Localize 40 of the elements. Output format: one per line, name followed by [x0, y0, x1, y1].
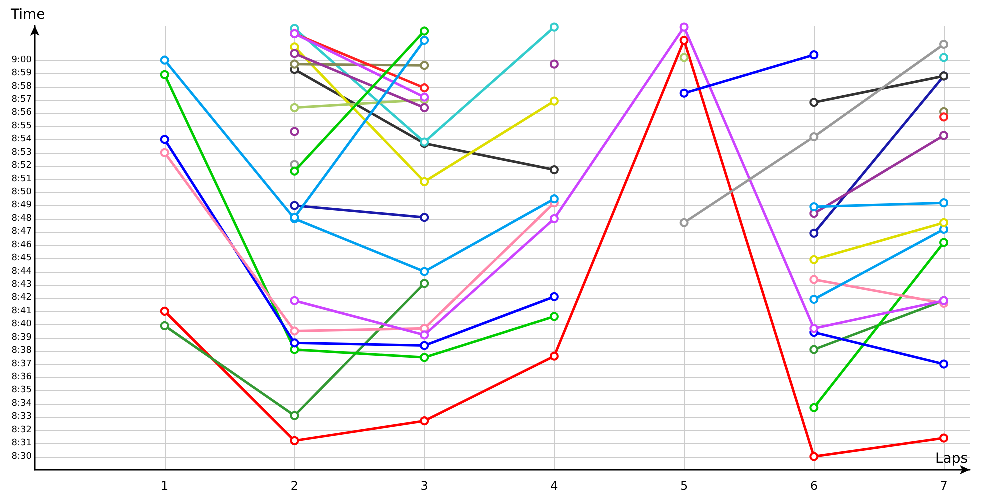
y-axis-title: Time — [10, 7, 46, 23]
y-tick-label: 8:31 — [12, 438, 32, 449]
y-tick-label: 8:40 — [12, 320, 32, 330]
y-tick-label: 8:56 — [12, 108, 32, 118]
y-tick-label: 8:36 — [12, 372, 32, 382]
y-tick-label: 8:55 — [12, 121, 32, 132]
x-tick-label: 7 — [940, 479, 948, 493]
y-tick-label: 8:37 — [12, 359, 32, 370]
y-tick-label: 8:38 — [12, 346, 32, 356]
y-tick-label: 9:00 — [12, 55, 32, 66]
x-axis-title: Laps — [935, 451, 968, 467]
y-tick-label: 8:49 — [12, 200, 32, 211]
y-tick-label: 8:43 — [12, 280, 32, 290]
y-tick-label: 8:30 — [12, 452, 32, 462]
x-tick-label: 5 — [680, 479, 688, 493]
y-tick-label: 8:50 — [12, 188, 32, 198]
y-tick-label: 8:33 — [12, 412, 32, 422]
y-tick-label: 8:34 — [12, 398, 32, 409]
y-tick-label: 8:44 — [12, 266, 32, 277]
y-tick-label: 8:48 — [12, 214, 32, 224]
y-tick-label: 8:46 — [12, 240, 32, 250]
y-tick-label: 8:53 — [12, 148, 32, 158]
y-tick-label: 8:42 — [12, 293, 32, 304]
y-tick-label: 8:45 — [12, 254, 32, 264]
y-tick-label: 8:57 — [12, 95, 32, 105]
y-tick-label: 8:47 — [12, 227, 32, 238]
y-tick-label: 8:54 — [12, 134, 32, 145]
x-tick-label: 6 — [810, 479, 818, 493]
x-tick-label: 4 — [550, 479, 558, 493]
y-tick-label: 8:51 — [12, 174, 32, 184]
x-tick-label: 2 — [290, 479, 299, 493]
y-tick-label: 8:35 — [12, 386, 32, 396]
y-tick-label: 8:59 — [12, 68, 32, 79]
y-tick-label: 8:39 — [12, 332, 32, 343]
x-tick-label: 1 — [161, 479, 169, 493]
y-tick-label: 8:41 — [12, 306, 32, 316]
y-tick-label: 8:32 — [12, 425, 32, 436]
y-tick-label: 8:58 — [12, 82, 32, 92]
y-tick-label: 8:52 — [12, 161, 32, 172]
x-tick-label: 3 — [420, 479, 428, 493]
